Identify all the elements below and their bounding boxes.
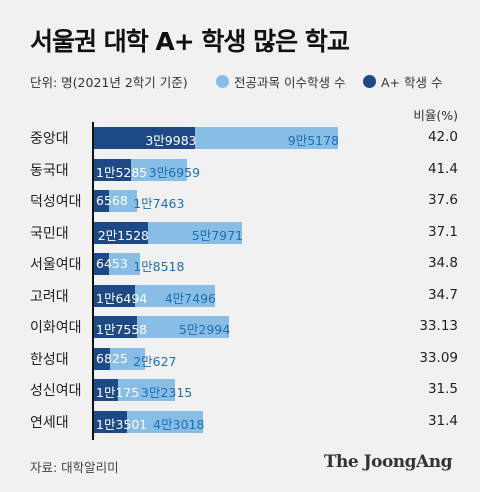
legend-label-aplus: A+ 학생 수 bbox=[381, 75, 443, 90]
data-label-major: 4만7496 bbox=[164, 290, 216, 306]
data-label-major: 2만627 bbox=[133, 353, 177, 369]
data-label-aplus: 6453 bbox=[96, 256, 128, 271]
ratio-value: 34.7 bbox=[427, 286, 458, 303]
data-label-major: 5만2994 bbox=[178, 322, 231, 337]
chart-row: 성신여대 1만175 3만2315 31.5 bbox=[0, 374, 480, 406]
ratio-value: 41.4 bbox=[427, 160, 458, 177]
chart-row: 연세대 1만3501 4만3018 31.4 bbox=[0, 406, 480, 438]
legend: 단위: 명(2021년 2학기 기준) 전공과목 이수학생 수 A+ 학생 수 bbox=[30, 72, 470, 90]
bar-aplus-students bbox=[92, 221, 148, 244]
category-label: 서울여대 bbox=[30, 257, 82, 273]
y-axis-line bbox=[92, 122, 94, 440]
ratio-value: 31.4 bbox=[427, 412, 458, 429]
source-note: 자료: 대학알리미 bbox=[30, 460, 119, 475]
data-label-aplus: 6568 bbox=[96, 193, 128, 208]
ratio-value: 33.09 bbox=[419, 349, 458, 366]
legend-label-major: 전공과목 이수학생 수 bbox=[234, 75, 346, 90]
data-label-major: 1만8518 bbox=[133, 259, 185, 274]
ratio-value: 34.8 bbox=[427, 255, 458, 271]
chart-row: 덕성여대 6568 1만7463 37.6 bbox=[0, 185, 480, 217]
category-label: 동국대 bbox=[30, 162, 69, 179]
bar-aplus-students bbox=[92, 410, 127, 433]
ratio-value: 31.5 bbox=[427, 381, 458, 397]
data-label-aplus: 1만6494 bbox=[96, 290, 148, 306]
ratio-value: 37.6 bbox=[427, 192, 458, 208]
bar-chart: 중앙대 3만9983 9만5178 42.0 동국대 1만5285 3만6959 41.4 덕성… bbox=[0, 122, 480, 442]
chart-row: 고려대 1만6494 4만7496 34.7 bbox=[0, 280, 480, 312]
category-label: 국민대 bbox=[30, 225, 69, 242]
data-label-major: 9만5178 bbox=[287, 133, 340, 148]
ratio-header: 비율(%) bbox=[413, 108, 458, 123]
legend-item-aplus: A+ 학생 수 bbox=[363, 72, 442, 91]
category-label: 중앙대 bbox=[30, 131, 69, 147]
category-label: 고려대 bbox=[30, 288, 69, 305]
category-label: 덕성여대 bbox=[30, 194, 82, 210]
data-label-aplus: 1만7558 bbox=[96, 322, 148, 337]
data-label-major: 1만7463 bbox=[133, 196, 185, 211]
legend-swatch-light bbox=[216, 75, 229, 88]
data-label-major: 4만3018 bbox=[153, 416, 205, 432]
unit-note: 단위: 명(2021년 2학기 기준) bbox=[30, 75, 188, 90]
bar-aplus-students bbox=[92, 158, 132, 181]
bar-aplus-students bbox=[92, 379, 119, 401]
bar-aplus-students bbox=[92, 127, 196, 149]
chart-row: 한성대 6825 2만627 33.09 bbox=[0, 343, 480, 375]
brand-logo: The JoongAng bbox=[323, 452, 453, 472]
ratio-value: 37.1 bbox=[427, 223, 458, 240]
data-label-aplus: 3만9983 bbox=[145, 133, 197, 148]
category-label: 한성대 bbox=[30, 351, 69, 368]
ratio-value: 33.13 bbox=[419, 318, 458, 334]
data-label-aplus: 1만175 bbox=[96, 385, 140, 400]
chart-row: 국민대 2만1528 5만7971 37.1 bbox=[0, 217, 480, 249]
data-label-aplus: 1만5285 bbox=[96, 164, 148, 180]
bar-aplus-students bbox=[92, 347, 110, 370]
category-label: 연세대 bbox=[30, 414, 69, 431]
ratio-value: 42.0 bbox=[427, 129, 458, 145]
data-label-aplus: 1만3501 bbox=[96, 416, 148, 432]
chart-title: 서울권 대학 A+ 학생 많은 학교 bbox=[30, 27, 350, 56]
legend-swatch-dark bbox=[363, 75, 376, 88]
bar-aplus-students bbox=[92, 253, 109, 275]
category-label: 이화여대 bbox=[30, 320, 82, 336]
bar-aplus-students bbox=[92, 284, 135, 307]
category-label: 성신여대 bbox=[30, 383, 82, 399]
bar-aplus-students bbox=[92, 190, 109, 212]
data-label-major: 3만6959 bbox=[148, 164, 201, 180]
bar-aplus-students bbox=[92, 316, 138, 338]
data-label-aplus: 6825 bbox=[96, 350, 128, 366]
data-label-major: 3만2315 bbox=[141, 385, 193, 400]
chart-row: 중앙대 3만9983 9만5178 42.0 bbox=[0, 122, 480, 154]
chart-row: 동국대 1만5285 3만6959 41.4 bbox=[0, 154, 480, 186]
data-label-major: 5만7971 bbox=[191, 227, 244, 243]
legend-item-major: 전공과목 이수학생 수 bbox=[216, 72, 345, 91]
data-label-aplus: 2만1528 bbox=[97, 227, 149, 243]
chart-row: 서울여대 6453 1만8518 34.8 bbox=[0, 248, 480, 280]
chart-row: 이화여대 1만7558 5만2994 33.13 bbox=[0, 311, 480, 343]
